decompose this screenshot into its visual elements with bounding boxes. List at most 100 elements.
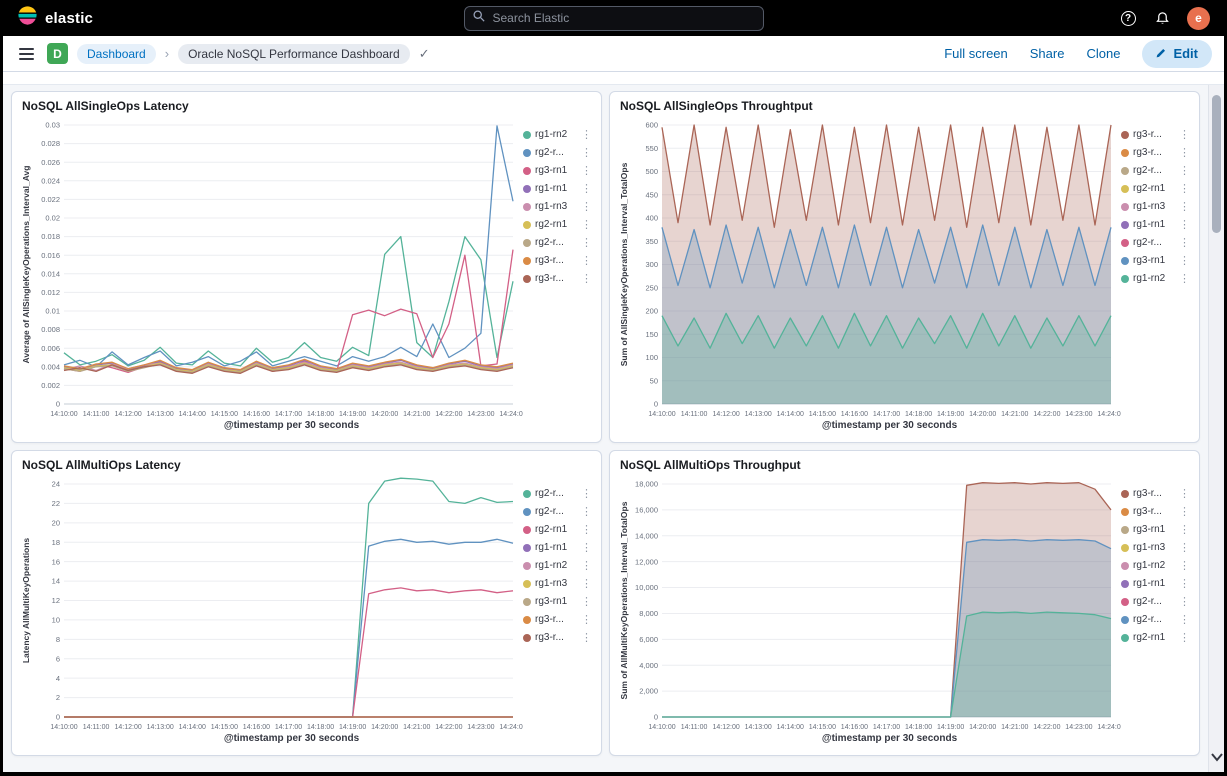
legend-item[interactable]: rg3-r... ⋮ xyxy=(523,614,593,625)
legend-options-icon[interactable]: ⋮ xyxy=(1179,128,1190,141)
legend-item[interactable]: rg1-rn3 ⋮ xyxy=(1121,201,1191,212)
legend-item[interactable]: rg2-r... ⋮ xyxy=(1121,614,1191,625)
legend-item-label[interactable]: rg1-rn3 xyxy=(1133,542,1166,553)
legend-options-icon[interactable]: ⋮ xyxy=(581,577,592,590)
legend-options-icon[interactable]: ⋮ xyxy=(1179,631,1190,644)
legend-options-icon[interactable]: ⋮ xyxy=(1179,523,1190,536)
legend-item[interactable]: rg1-rn1 ⋮ xyxy=(1121,578,1191,589)
legend-item[interactable]: rg1-rn2 ⋮ xyxy=(1121,560,1191,571)
legend-item[interactable]: rg3-rn1 ⋮ xyxy=(523,165,593,176)
legend-item-label[interactable]: rg3-rn1 xyxy=(535,596,568,607)
help-icon[interactable]: ? xyxy=(1119,9,1137,27)
legend-item[interactable]: rg1-rn3 ⋮ xyxy=(523,578,593,589)
legend-item-label[interactable]: rg2-rn1 xyxy=(1133,183,1166,194)
legend-item-label[interactable]: rg3-r... xyxy=(1133,129,1162,140)
legend-item-label[interactable]: rg3-r... xyxy=(535,632,564,643)
legend-item[interactable]: rg3-rn1 ⋮ xyxy=(1121,255,1191,266)
legend-item[interactable]: rg2-rn1 ⋮ xyxy=(523,524,593,535)
legend-item-label[interactable]: rg2-rn1 xyxy=(535,219,568,230)
legend-item[interactable]: rg3-r... ⋮ xyxy=(523,632,593,643)
legend-item-label[interactable]: rg1-rn3 xyxy=(1133,201,1166,212)
legend-options-icon[interactable]: ⋮ xyxy=(1179,541,1190,554)
legend-options-icon[interactable]: ⋮ xyxy=(1179,559,1190,572)
legend-options-icon[interactable]: ⋮ xyxy=(581,541,592,554)
legend-options-icon[interactable]: ⋮ xyxy=(581,200,592,213)
legend-options-icon[interactable]: ⋮ xyxy=(581,613,592,626)
legend-item[interactable]: rg1-rn3 ⋮ xyxy=(523,201,593,212)
scroll-down-icon[interactable] xyxy=(1210,749,1224,767)
legend-item-label[interactable]: rg3-r... xyxy=(535,273,564,284)
legend-options-icon[interactable]: ⋮ xyxy=(1179,182,1190,195)
legend-options-icon[interactable]: ⋮ xyxy=(1179,613,1190,626)
scrollbar-thumb[interactable] xyxy=(1212,95,1221,233)
legend-item[interactable]: rg1-rn2 ⋮ xyxy=(523,129,593,140)
legend-options-icon[interactable]: ⋮ xyxy=(1179,146,1190,159)
legend-options-icon[interactable]: ⋮ xyxy=(1179,218,1190,231)
legend-item-label[interactable]: rg3-r... xyxy=(1133,488,1162,499)
edit-button[interactable]: Edit xyxy=(1142,39,1212,68)
legend-item-label[interactable]: rg2-r... xyxy=(535,237,564,248)
user-avatar[interactable]: e xyxy=(1187,6,1210,30)
legend-item-label[interactable]: rg2-r... xyxy=(1133,614,1162,625)
legend-item-label[interactable]: rg2-r... xyxy=(535,488,564,499)
legend-item[interactable]: rg1-rn1 ⋮ xyxy=(1121,219,1191,230)
legend-item[interactable]: rg2-rn1 ⋮ xyxy=(1121,632,1191,643)
legend-item-label[interactable]: rg2-r... xyxy=(1133,165,1162,176)
legend-options-icon[interactable]: ⋮ xyxy=(581,182,592,195)
legend-options-icon[interactable]: ⋮ xyxy=(1179,595,1190,608)
legend-options-icon[interactable]: ⋮ xyxy=(581,595,592,608)
legend-item[interactable]: rg2-r... ⋮ xyxy=(523,488,593,499)
space-badge[interactable]: D xyxy=(47,43,68,64)
legend-item-label[interactable]: rg3-rn1 xyxy=(1133,524,1166,535)
legend-item-label[interactable]: rg2-rn1 xyxy=(535,524,568,535)
breadcrumb-dashboard[interactable]: Dashboard xyxy=(77,43,156,64)
legend-item-label[interactable]: rg2-rn1 xyxy=(1133,632,1166,643)
legend-options-icon[interactable]: ⋮ xyxy=(581,631,592,644)
legend-options-icon[interactable]: ⋮ xyxy=(581,254,592,267)
latency-singleops-chart[interactable]: 0 0.002 0.004 0.006 0.008 0.01 0.012 0.014 0.016… xyxy=(20,117,523,420)
legend-item[interactable]: rg3-r... ⋮ xyxy=(1121,129,1191,140)
legend-item-label[interactable]: rg1-rn1 xyxy=(1133,578,1166,589)
legend-item[interactable]: rg2-r... ⋮ xyxy=(1121,237,1191,248)
share-button[interactable]: Share xyxy=(1029,46,1065,61)
global-search[interactable] xyxy=(463,5,764,31)
legend-item[interactable]: rg3-r... ⋮ xyxy=(1121,506,1191,517)
elastic-home-link[interactable]: elastic xyxy=(17,5,93,31)
legend-options-icon[interactable]: ⋮ xyxy=(581,505,592,518)
legend-item[interactable]: rg1-rn2 ⋮ xyxy=(1121,273,1191,284)
legend-item-label[interactable]: rg1-rn2 xyxy=(535,129,568,140)
legend-item[interactable]: rg2-r... ⋮ xyxy=(523,506,593,517)
legend-item[interactable]: rg3-rn1 ⋮ xyxy=(1121,524,1191,535)
legend-item-label[interactable]: rg2-r... xyxy=(1133,237,1162,248)
legend-options-icon[interactable]: ⋮ xyxy=(581,487,592,500)
legend-item-label[interactable]: rg3-r... xyxy=(1133,147,1162,158)
legend-options-icon[interactable]: ⋮ xyxy=(1179,487,1190,500)
search-input[interactable] xyxy=(490,10,755,26)
legend-item-label[interactable]: rg2-r... xyxy=(535,506,564,517)
legend-item[interactable]: rg3-r... ⋮ xyxy=(523,273,593,284)
legend-item-label[interactable]: rg2-r... xyxy=(535,147,564,158)
legend-item-label[interactable]: rg1-rn3 xyxy=(535,201,568,212)
legend-item[interactable]: rg2-r... ⋮ xyxy=(1121,596,1191,607)
legend-options-icon[interactable]: ⋮ xyxy=(581,236,592,249)
legend-item-label[interactable]: rg1-rn3 xyxy=(535,578,568,589)
legend-options-icon[interactable]: ⋮ xyxy=(1179,164,1190,177)
query-bar[interactable] xyxy=(3,72,1224,85)
legend-item[interactable]: rg1-rn2 ⋮ xyxy=(523,560,593,571)
legend-item-label[interactable]: rg2-r... xyxy=(1133,596,1162,607)
breadcrumb-current-dashboard[interactable]: Oracle NoSQL Performance Dashboard xyxy=(178,43,410,64)
legend-item-label[interactable]: rg3-rn1 xyxy=(1133,255,1166,266)
alerts-icon[interactable] xyxy=(1153,9,1171,27)
legend-item-label[interactable]: rg1-rn1 xyxy=(535,183,568,194)
legend-item-label[interactable]: rg3-r... xyxy=(535,614,564,625)
legend-item[interactable]: rg2-r... ⋮ xyxy=(523,147,593,158)
legend-options-icon[interactable]: ⋮ xyxy=(1179,200,1190,213)
page-scrollbar[interactable] xyxy=(1208,85,1224,772)
legend-item[interactable]: rg2-r... ⋮ xyxy=(1121,165,1191,176)
legend-item-label[interactable]: rg1-rn2 xyxy=(1133,560,1166,571)
legend-options-icon[interactable]: ⋮ xyxy=(1179,236,1190,249)
legend-item-label[interactable]: rg1-rn2 xyxy=(535,560,568,571)
legend-item[interactable]: rg3-r... ⋮ xyxy=(523,255,593,266)
legend-options-icon[interactable]: ⋮ xyxy=(581,164,592,177)
